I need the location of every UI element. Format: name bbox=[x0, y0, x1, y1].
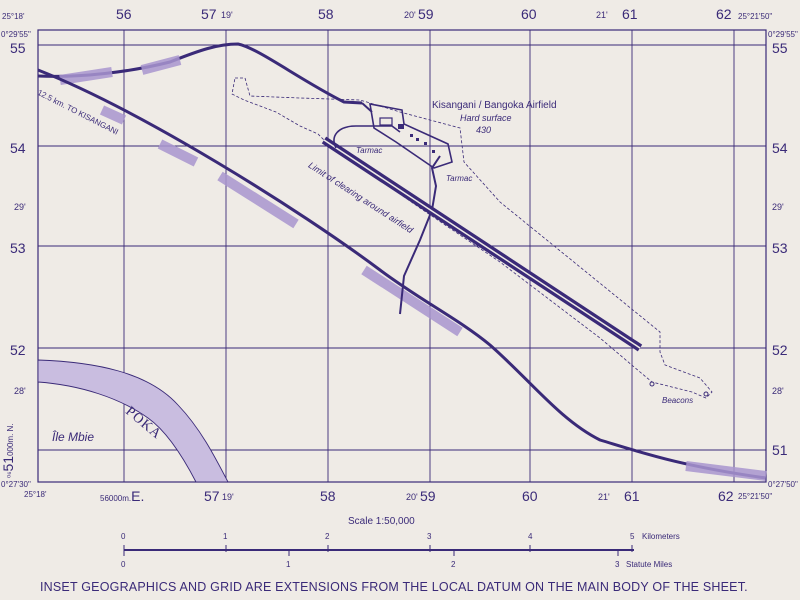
grid-label-right-55: 55 bbox=[772, 40, 788, 56]
scale-km-2: 2 bbox=[325, 532, 330, 541]
beacons-label: Beacons bbox=[662, 396, 694, 405]
footer-caption: INSET GEOGRAPHICS AND GRID ARE EXTENSION… bbox=[40, 580, 748, 594]
clearing-limit bbox=[231, 77, 713, 399]
scale-mile-3: 3 bbox=[615, 560, 620, 569]
grid-label-right-54: 54 bbox=[772, 140, 788, 156]
grid-label-top-62: 62 bbox=[716, 6, 732, 22]
tarmac-loop bbox=[333, 125, 401, 149]
grid-label-top-left-corner: 25°18' bbox=[2, 12, 25, 21]
airfield-surface-label: Hard surface bbox=[460, 113, 512, 123]
grid-label-left-bottom-corner: 0°27'30" bbox=[1, 480, 31, 489]
scale-title: Scale 1:50,000 bbox=[348, 516, 415, 527]
access-road bbox=[399, 155, 441, 315]
river-poka bbox=[37, 359, 229, 483]
grid-label-bottom-right-corner: 25°21'50" bbox=[738, 492, 773, 501]
tarmac-label-west: Tarmac bbox=[356, 146, 383, 155]
grid-label-bottom-20min: 20' bbox=[406, 492, 418, 502]
grid-label-left-51-prefix: ⁰⁶ bbox=[6, 471, 15, 479]
scale-km-5: 5 bbox=[630, 532, 635, 541]
grid-label-top-right-corner: 25°21'50" bbox=[738, 12, 773, 21]
grid-label-bottom-56-suffix: 000m. bbox=[108, 494, 132, 503]
grid-label-bottom-62: 62 bbox=[718, 488, 734, 504]
grid-label-bottom-56-end: E. bbox=[131, 488, 145, 504]
road-lower bbox=[37, 68, 767, 480]
grid-label-right-51: 51 bbox=[772, 442, 788, 458]
building-dots bbox=[410, 134, 435, 153]
building-2 bbox=[398, 124, 404, 129]
grid-label-left-29min: 29' bbox=[14, 202, 26, 212]
grid-label-left-53: 53 bbox=[10, 240, 26, 256]
grid-label-left-51: ⁰⁶51000m. N. bbox=[0, 423, 16, 478]
grid-label-right-52: 52 bbox=[772, 342, 788, 358]
airfield-name-label: Kisangani / Bangoka Airfield bbox=[432, 100, 557, 111]
grid-label-left-55: 55 bbox=[10, 40, 26, 56]
tarmac-apron bbox=[369, 103, 453, 169]
grid-label-top-19min: 19' bbox=[221, 10, 233, 20]
scale-km-4: 4 bbox=[528, 532, 533, 541]
beacon-marker bbox=[649, 381, 655, 387]
scale-mile-2: 2 bbox=[451, 560, 456, 569]
scale-mile-1: 1 bbox=[286, 560, 291, 569]
grid-label-left-52: 52 bbox=[10, 342, 26, 358]
grid-label-bottom-58: 58 bbox=[320, 488, 336, 504]
grid-label-top-59: 59 bbox=[418, 6, 434, 22]
grid-label-left-51-suffix: 000m. N. bbox=[6, 423, 15, 456]
beacon-marker-2 bbox=[703, 391, 709, 397]
road-tint-lower bbox=[99, 105, 767, 481]
grid-label-bottom-57: 57 bbox=[204, 488, 220, 504]
scale-mile-0: 0 bbox=[121, 560, 126, 569]
map-frame bbox=[37, 29, 767, 483]
grid-label-right-bottom-corner: 0°27'50" bbox=[768, 480, 798, 489]
grid-label-top-58: 58 bbox=[318, 6, 334, 22]
grid-label-top-56: 56 bbox=[116, 6, 132, 22]
grid-label-bottom-61: 61 bbox=[624, 488, 640, 504]
tarmac-label-east: Tarmac bbox=[446, 174, 473, 183]
grid-label-top-21min: 21' bbox=[596, 10, 608, 20]
scale-mile-unit: Statute Miles bbox=[626, 560, 673, 569]
scale-km-3: 3 bbox=[427, 532, 432, 541]
grid-label-right-53: 53 bbox=[772, 240, 788, 256]
grid-label-top-61: 61 bbox=[622, 6, 638, 22]
grid-label-right-29min: 29' bbox=[772, 202, 784, 212]
grid-label-top-57: 57 bbox=[201, 6, 217, 22]
runway-centerline bbox=[323, 139, 641, 349]
scale-km-0: 0 bbox=[121, 532, 126, 541]
scale-mile-ticks bbox=[123, 550, 619, 556]
grid-label-bottom-56: 56000m.E. bbox=[100, 488, 144, 504]
grid-label-left-51-main: 51 bbox=[0, 455, 16, 472]
grid-label-right-28min: 28' bbox=[772, 386, 784, 396]
grid-label-bottom-21min: 21' bbox=[598, 492, 610, 502]
grid-label-bottom-59: 59 bbox=[420, 488, 436, 504]
scale-km-1: 1 bbox=[223, 532, 228, 541]
grid-label-bottom-19min: 19' bbox=[222, 492, 234, 502]
building bbox=[379, 117, 393, 126]
grid-label-top-20min: 20' bbox=[404, 10, 416, 20]
road-tint-upper bbox=[59, 55, 182, 85]
airfield-elevation-label: 430 bbox=[476, 125, 492, 135]
island-label: Île Mbie bbox=[52, 430, 95, 444]
grid-label-left-28min: 28' bbox=[14, 386, 26, 396]
grid-label-right-top-corner: 0°29'55" bbox=[768, 30, 798, 39]
grid-label-bottom-60: 60 bbox=[522, 488, 538, 504]
grid-label-top-60: 60 bbox=[521, 6, 537, 22]
scale-km-unit: Kilometers bbox=[642, 532, 680, 541]
grid-label-left-54: 54 bbox=[10, 140, 26, 156]
grid-label-bottom-left-corner: 25°18' bbox=[24, 490, 47, 499]
grid-label-bottom-56-prefix: 56 bbox=[100, 494, 109, 503]
grid-label-left-top-corner: 0°29'55" bbox=[1, 30, 31, 39]
